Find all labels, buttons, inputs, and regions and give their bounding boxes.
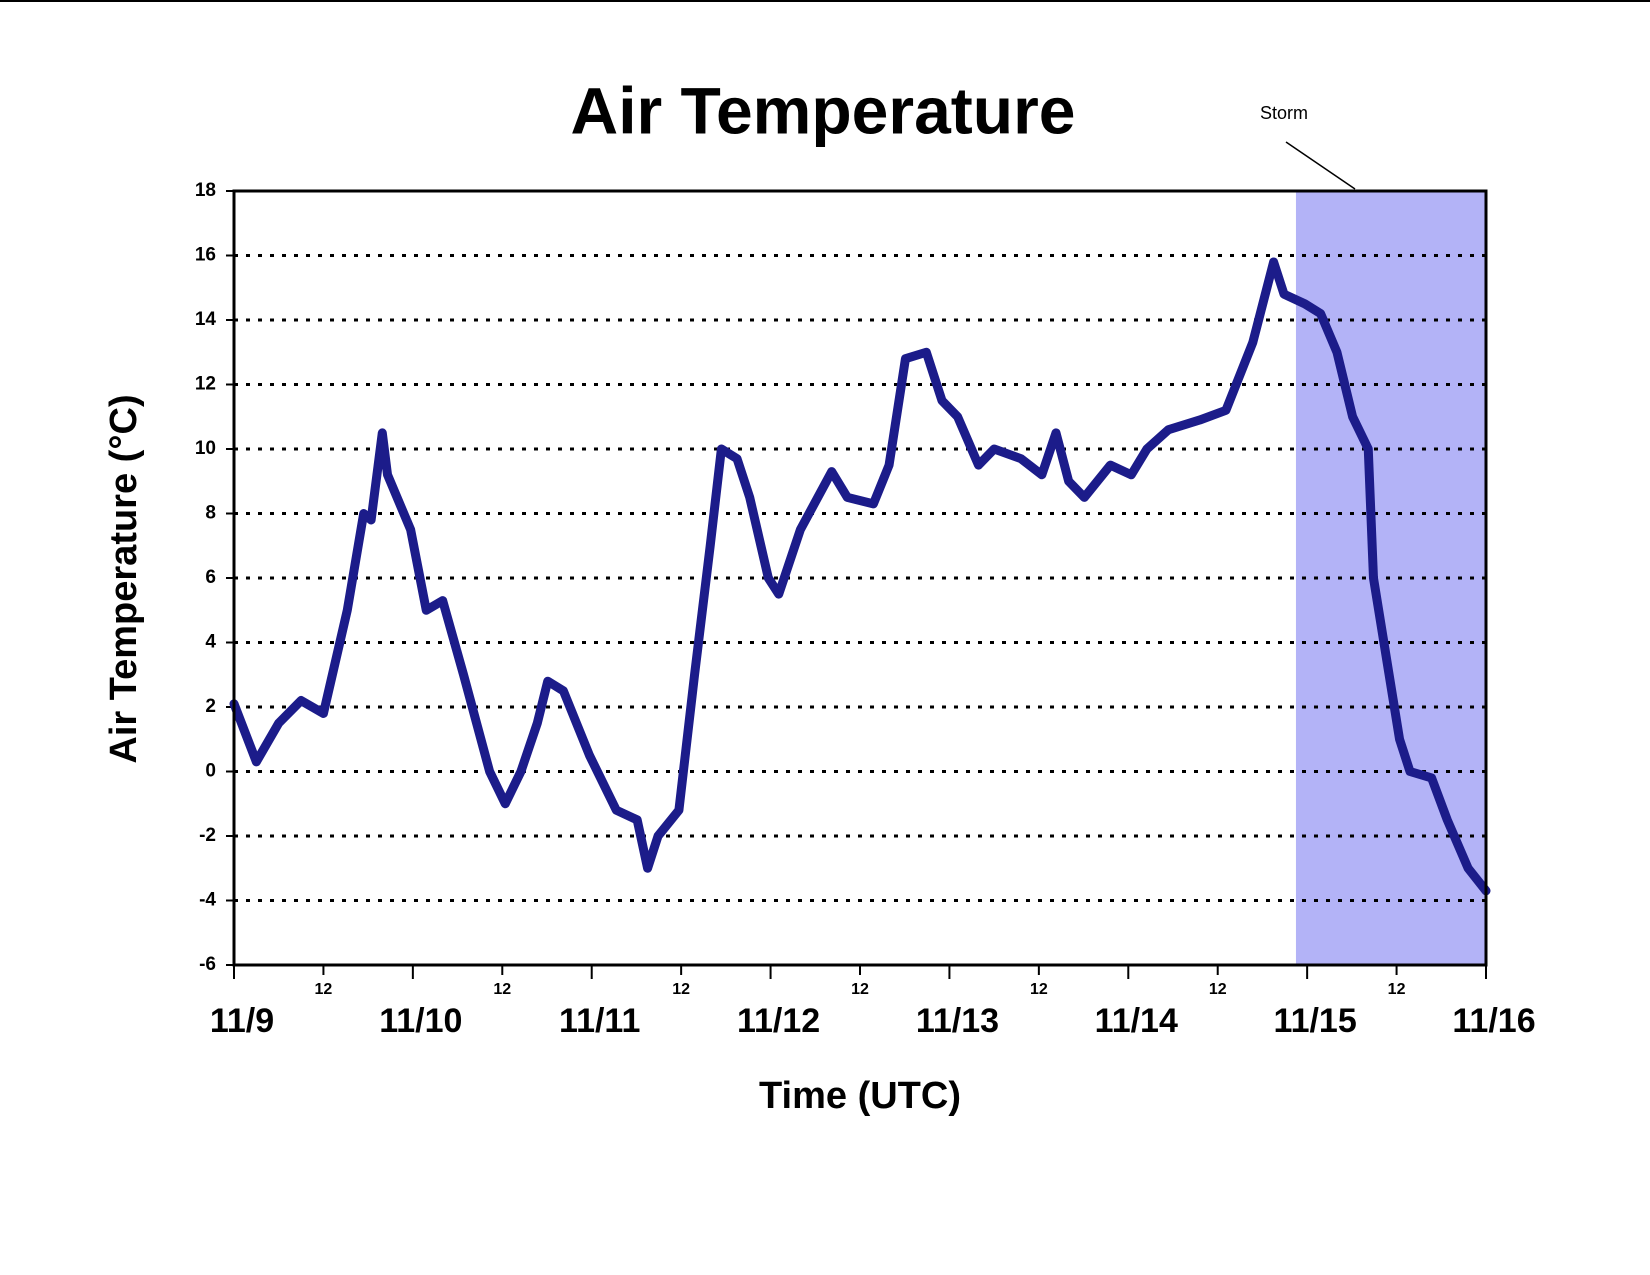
y-tick-label: -4 [199,890,216,911]
x-minor-tick-label: 12 [851,981,869,998]
y-axis-label: Air Temperature (°C) [103,394,145,763]
plot-frame [232,189,1488,967]
x-tick-label: 11/13 [916,1002,999,1040]
x-tick-label: 11/9 [210,1002,274,1040]
x-axis-label: Time (UTC) [759,1075,961,1117]
x-tick-label: 11/11 [559,1002,640,1040]
x-tick-label: 11/14 [1095,1002,1178,1040]
x-tick-label: 11/12 [737,1002,820,1040]
y-tick-label: 6 [205,567,216,588]
x-minor-tick-label: 12 [1030,981,1048,998]
x-minor-tick-label: 12 [315,981,333,998]
storm-pointer [1285,141,1356,190]
storm-label: Storm [1260,103,1308,123]
y-tick-label: 8 [205,503,216,524]
series-line [229,257,1491,896]
y-tick-label: 2 [205,696,216,717]
y-tick-label: 16 [195,245,216,266]
y-tick-label: 12 [195,374,216,395]
y-tick-label: 14 [195,309,217,330]
y-tick-label: 18 [195,180,216,201]
x-minor-tick-label: 12 [1209,981,1227,998]
chart-title: Air Temperature [571,73,1076,147]
x-minor-tick-label: 12 [1388,981,1406,998]
x-minor-tick-label: 12 [672,981,690,998]
y-tick-label: 10 [195,438,216,459]
x-tick-label: 11/15 [1274,1002,1357,1040]
y-tick-label: 0 [205,761,216,782]
y-tick-label: -2 [199,825,216,846]
x-tick-label: 11/16 [1452,1002,1535,1040]
x-minor-tick-label: 12 [493,981,511,998]
x-tick-label: 11/10 [379,1002,462,1040]
y-tick-label: -6 [199,954,216,975]
y-tick-label: 4 [205,632,216,653]
